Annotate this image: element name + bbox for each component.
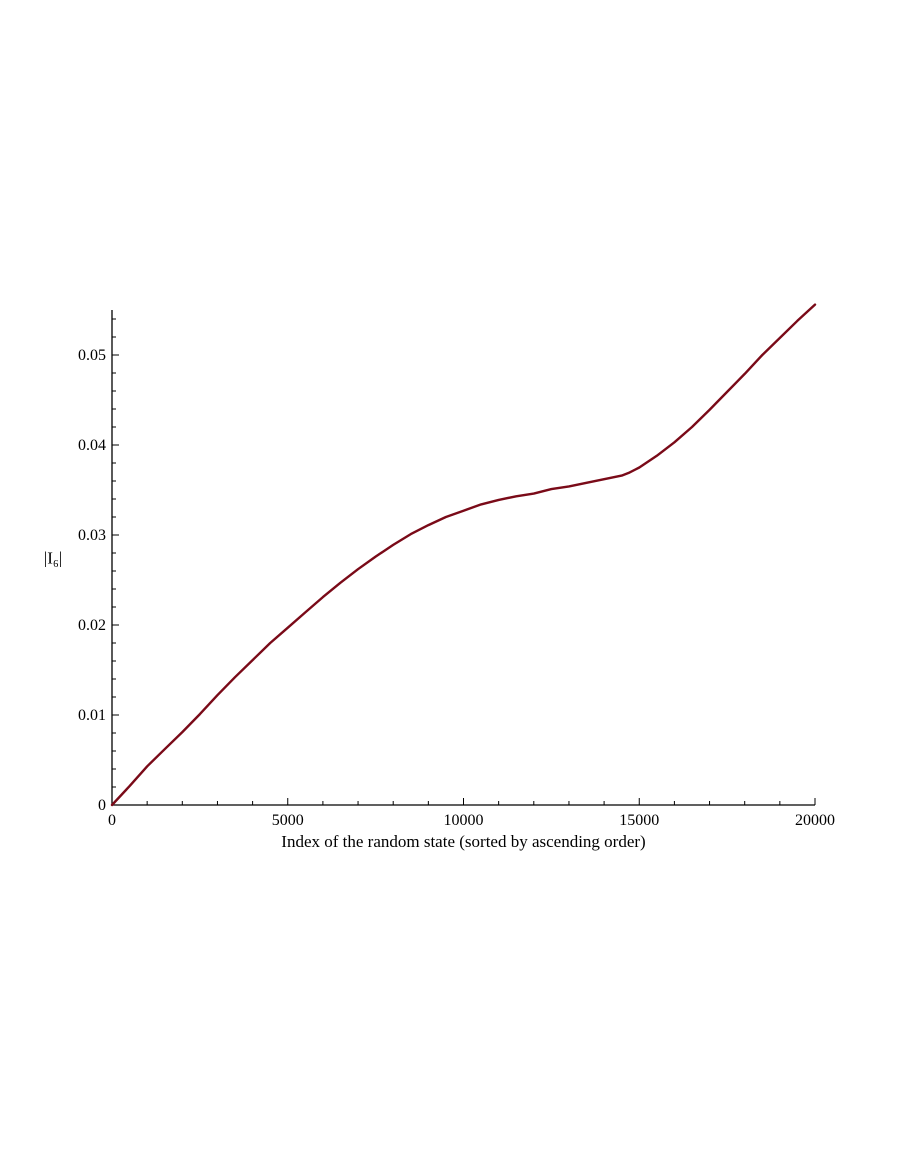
- series-line-0: [110, 303, 817, 807]
- y-tick-label: 0: [98, 797, 106, 814]
- x-tick-label: 10000: [444, 812, 484, 829]
- y-tick-label: 0.01: [78, 707, 106, 724]
- x-axis-ticks: 0 5000 10000 15000 20000: [108, 798, 835, 829]
- x-tick-label: 15000: [619, 812, 659, 829]
- x-axis-title: Index of the random state (sorted by asc…: [281, 832, 645, 851]
- x-tick-label: 20000: [795, 812, 835, 829]
- y-axis-title: |I₆|: [44, 549, 62, 568]
- y-tick-label: 0.04: [78, 437, 106, 454]
- y-tick-label: 0.05: [78, 347, 106, 364]
- x-tick-label: 0: [108, 812, 116, 829]
- y-tick-label: 0.03: [78, 527, 106, 544]
- x-tick-label: 5000: [272, 812, 304, 829]
- y-tick-label: 0.02: [78, 617, 106, 634]
- y-axis-ticks: 0 0.01 0.02 0.03 0.04 0.05: [78, 318, 119, 814]
- series-layer: [110, 303, 817, 807]
